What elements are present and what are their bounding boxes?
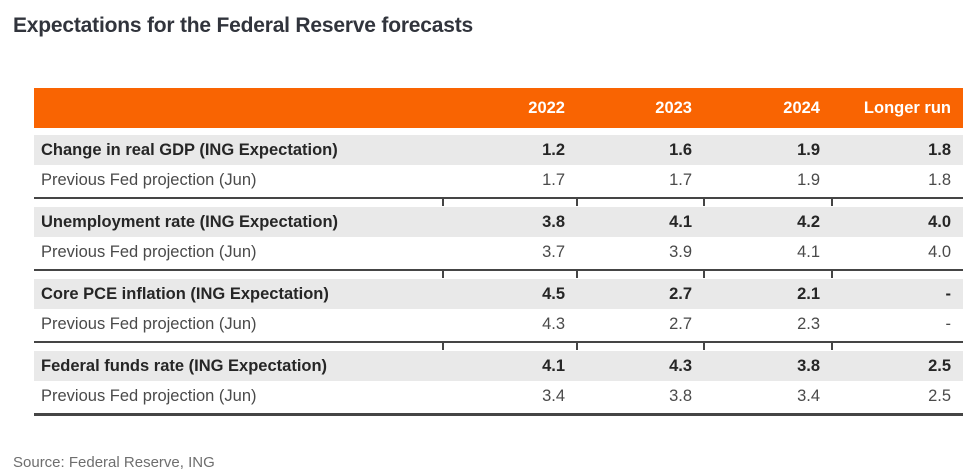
table-bottom-rule [34, 413, 963, 416]
row-label: Previous Fed projection (Jun) [41, 386, 257, 405]
column-tick [703, 197, 705, 206]
table-header-row: 2022 2023 2024 Longer run [34, 88, 963, 128]
cell-value: 1.6 [669, 140, 692, 159]
table-row-gdp-ing: Change in real GDP (ING Expectation) 1.2… [34, 135, 963, 165]
page-title: Expectations for the Federal Reserve for… [13, 14, 473, 37]
table-row-pce-ing: Core PCE inflation (ING Expectation) 4.5… [34, 279, 963, 309]
cell-value: 3.8 [669, 386, 692, 405]
table-row-fedfunds-fed: Previous Fed projection (Jun) 3.4 3.8 3.… [34, 381, 963, 411]
section-divider [34, 341, 963, 350]
cell-value: 4.3 [542, 314, 565, 333]
cell-value: 2.1 [797, 284, 820, 303]
column-header-2022: 2022 [528, 98, 565, 117]
column-tick [442, 269, 444, 278]
column-tick [831, 269, 833, 278]
cell-value: 4.2 [797, 212, 820, 231]
cell-value: 4.1 [542, 356, 565, 375]
cell-value: 3.4 [542, 386, 565, 405]
column-tick [831, 341, 833, 350]
row-label: Previous Fed projection (Jun) [41, 242, 257, 261]
cell-value: 4.0 [928, 242, 951, 261]
cell-value: 4.1 [797, 242, 820, 261]
cell-value: 4.5 [542, 284, 565, 303]
column-tick [703, 269, 705, 278]
cell-value: 2.5 [928, 386, 951, 405]
cell-value: 3.8 [797, 356, 820, 375]
cell-value: 1.8 [928, 170, 951, 189]
column-tick [576, 269, 578, 278]
row-label: Federal funds rate (ING Expectation) [41, 356, 328, 375]
forecast-table: 2022 2023 2024 Longer run Change in real… [34, 88, 963, 416]
cell-value: 1.9 [797, 170, 820, 189]
column-tick [703, 341, 705, 350]
cell-value: 1.9 [797, 140, 820, 159]
column-tick [442, 197, 444, 206]
row-label: Previous Fed projection (Jun) [41, 170, 257, 189]
row-label: Previous Fed projection (Jun) [41, 314, 257, 333]
table-row-gdp-fed: Previous Fed projection (Jun) 1.7 1.7 1.… [34, 165, 963, 195]
table-row-pce-fed: Previous Fed projection (Jun) 4.3 2.7 2.… [34, 309, 963, 339]
cell-value: 4.3 [669, 356, 692, 375]
section-divider [34, 197, 963, 206]
cell-value: 4.0 [928, 212, 951, 231]
cell-value: 3.9 [669, 242, 692, 261]
cell-value: - [945, 314, 952, 333]
column-tick [442, 341, 444, 350]
cell-value: - [945, 284, 952, 303]
cell-value: 4.1 [669, 212, 692, 231]
header-gap [34, 128, 963, 135]
table-row-fedfunds-ing: Federal funds rate (ING Expectation) 4.1… [34, 351, 963, 381]
table-row-unemployment-ing: Unemployment rate (ING Expectation) 3.8 … [34, 207, 963, 237]
row-label: Core PCE inflation (ING Expectation) [41, 284, 329, 303]
cell-value: 1.8 [928, 140, 951, 159]
column-header-longer-run: Longer run [863, 98, 951, 117]
cell-value: 3.8 [542, 212, 565, 231]
section-divider [34, 269, 963, 278]
cell-value: 1.7 [669, 170, 692, 189]
cell-value: 3.4 [797, 386, 820, 405]
column-tick [576, 341, 578, 350]
cell-value: 2.3 [797, 314, 820, 333]
row-label: Unemployment rate (ING Expectation) [41, 212, 339, 231]
table-row-unemployment-fed: Previous Fed projection (Jun) 3.7 3.9 4.… [34, 237, 963, 267]
cell-value: 2.5 [928, 356, 951, 375]
column-tick [831, 197, 833, 206]
cell-value: 2.7 [669, 314, 692, 333]
cell-value: 1.2 [542, 140, 565, 159]
column-header-2024: 2024 [783, 98, 820, 117]
column-header-2023: 2023 [655, 98, 692, 117]
cell-value: 1.7 [542, 170, 565, 189]
cell-value: 2.7 [669, 284, 692, 303]
cell-value: 3.7 [542, 242, 565, 261]
column-tick [576, 197, 578, 206]
source-note: Source: Federal Reserve, ING [13, 454, 215, 471]
row-label: Change in real GDP (ING Expectation) [41, 140, 338, 159]
